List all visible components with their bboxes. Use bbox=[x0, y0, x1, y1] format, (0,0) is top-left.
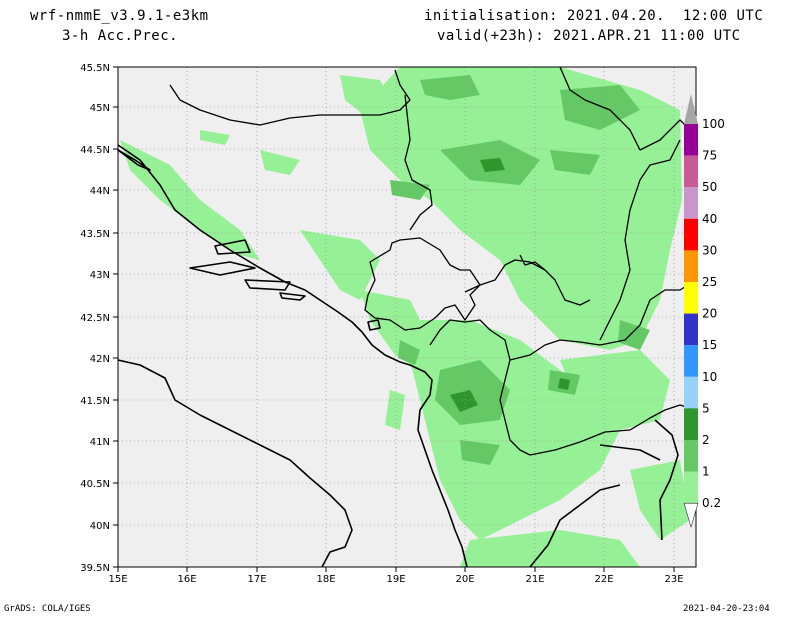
colorbar-label: 40 bbox=[702, 212, 717, 226]
lon-label: 22E bbox=[594, 574, 613, 585]
colorbar-swatch bbox=[684, 124, 698, 156]
lat-label: 40.5N bbox=[80, 479, 110, 490]
colorbar-swatch bbox=[684, 440, 698, 472]
lat-label: 42N bbox=[90, 354, 110, 365]
lat-label: 40N bbox=[90, 521, 110, 532]
colorbar-label: 25 bbox=[702, 275, 717, 289]
colorbar-label: 5 bbox=[702, 401, 710, 415]
colorbar-swatch bbox=[684, 282, 698, 314]
coastlines bbox=[117, 144, 679, 568]
lat-label: 43N bbox=[90, 270, 110, 281]
country-borders bbox=[169, 66, 697, 456]
lat-label: 45N bbox=[90, 103, 110, 114]
colorbar-swatch bbox=[684, 376, 698, 409]
lon-label: 20E bbox=[455, 574, 474, 585]
lat-label: 43.5N bbox=[80, 229, 110, 240]
colorbar-label: 30 bbox=[702, 243, 717, 257]
colorbar-swatch bbox=[684, 250, 698, 282]
lon-labels: 15E 16E 17E 18E 19E 20E 21E 22E 23E bbox=[108, 574, 683, 585]
precip-dark-green-areas bbox=[450, 158, 570, 412]
lon-label: 23E bbox=[664, 574, 683, 585]
colorbar-label: 75 bbox=[702, 149, 717, 163]
colorbar-label: 10 bbox=[702, 370, 717, 384]
colorbar-label: 100 bbox=[702, 117, 725, 131]
lat-gridlines bbox=[118, 106, 696, 526]
initialisation-time: initialisation: 2021.04.20. 12:00 UTC bbox=[424, 8, 764, 24]
lat-axis bbox=[113, 66, 118, 568]
colorbar-swatch bbox=[684, 471, 698, 504]
colorbar-label: 1 bbox=[702, 465, 710, 479]
lon-label: 15E bbox=[108, 574, 127, 585]
colorbar-swatch bbox=[684, 408, 698, 440]
lon-label: 17E bbox=[247, 574, 266, 585]
colorbar-underflow-triangle bbox=[683, 502, 699, 529]
lat-label: 42.5N bbox=[80, 313, 110, 324]
colorbar-label: 20 bbox=[702, 307, 717, 321]
colorbar-swatch bbox=[684, 155, 698, 188]
lon-label: 19E bbox=[386, 574, 405, 585]
colorbar-overflow-triangle bbox=[684, 94, 698, 124]
lat-labels: 45.5N 45N 44.5N 44N 43.5N 43N 42.5N 42N … bbox=[80, 63, 110, 574]
lat-label: 41N bbox=[90, 437, 110, 448]
lon-label: 18E bbox=[316, 574, 335, 585]
model-label: wrf-nmmE_v3.9.1-e3km bbox=[30, 8, 209, 24]
field-label: 3-h Acc.Prec. bbox=[62, 28, 179, 44]
footer-timestamp: 2021-04-20-23:04 bbox=[683, 604, 770, 614]
colorbar-swatch bbox=[684, 187, 698, 219]
valid-time: valid(+23h): 2021.APR.21 11:00 UTC bbox=[437, 28, 741, 44]
footer-credit: GrADS: COLA/IGES bbox=[4, 604, 91, 614]
lat-label: 44N bbox=[90, 186, 110, 197]
lon-label: 16E bbox=[177, 574, 196, 585]
colorbar-swatch bbox=[684, 313, 698, 346]
lon-axis bbox=[117, 567, 675, 572]
lat-label: 39.5N bbox=[80, 563, 110, 574]
colorbar-swatch bbox=[684, 218, 698, 251]
lat-label: 44.5N bbox=[80, 145, 110, 156]
lat-label: 45.5N bbox=[80, 63, 110, 74]
colorbar-label: 0.2 bbox=[702, 496, 721, 510]
lon-gridlines bbox=[186, 67, 675, 567]
colorbar-label: 50 bbox=[702, 180, 717, 194]
colorbar-swatch bbox=[684, 345, 698, 377]
colorbar-label: 2 bbox=[702, 433, 710, 447]
colorbar-label: 15 bbox=[702, 338, 717, 352]
lon-label: 21E bbox=[525, 574, 544, 585]
lat-label: 41.5N bbox=[80, 396, 110, 407]
colorbar: 100 75 50 40 30 25 20 15 10 5 2 1 0.2 bbox=[683, 94, 725, 529]
